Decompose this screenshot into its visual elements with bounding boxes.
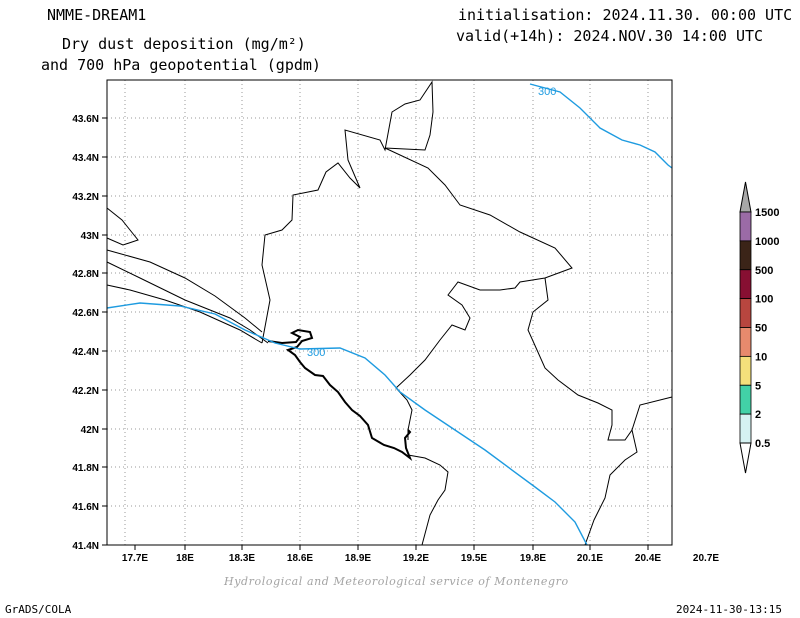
lat-tick-label: 42.2N <box>72 386 99 397</box>
lon-tick-label: 18.3E <box>229 553 255 564</box>
colorbar-swatch <box>739 355 752 386</box>
colorbar-swatch <box>739 240 752 271</box>
colorbar-max-arrow <box>739 181 752 213</box>
lon-tick-label: 20.4E <box>635 553 661 564</box>
border-north-bosnia <box>106 207 139 246</box>
lat-tick-label: 43.2N <box>72 192 99 203</box>
colorbar-label: 10 <box>755 351 767 363</box>
lon-tick-label: 17.7E <box>122 553 148 564</box>
colorbar-label: 5 <box>755 380 761 392</box>
model-title: NMME-DREAM1 <box>47 6 147 24</box>
border-kosovo <box>527 277 673 441</box>
lat-tick-label: 43N <box>81 231 99 242</box>
border-lake-shkodra <box>407 454 449 546</box>
colorbar-swatch <box>739 269 752 300</box>
contour-label-304: 300 <box>538 86 556 98</box>
lat-tick-label: 42.8N <box>72 269 99 280</box>
lon-tick-label: 19.2E <box>403 553 429 564</box>
border-herzegovina <box>261 80 434 344</box>
latitude-ticks: 43.6N 43.4N 43.2N 43N 42.8N 42.6N 42.4N 42.2N 42… <box>72 114 107 552</box>
colorbar-swatch <box>739 327 752 357</box>
contour-label-300: 300 <box>307 347 325 359</box>
geopotential-contours <box>106 83 673 546</box>
lat-tick-label: 43.6N <box>72 114 99 125</box>
field-title-line2: and 700 hPa geopotential (gpdm) <box>41 56 321 74</box>
border-serbia <box>384 147 573 440</box>
lon-tick-label: 19.8E <box>520 553 546 564</box>
coastline-and-borders <box>106 80 673 546</box>
lon-tick-label: 18.9E <box>345 553 371 564</box>
contour-304 <box>529 83 673 169</box>
initialisation-time: initialisation: 2024.11.30. 00:00 UTC <box>458 6 793 24</box>
lon-tick-label: 20.7E <box>693 553 719 564</box>
colorbar-swatch <box>739 298 752 328</box>
colorbar-label: 1000 <box>755 236 779 248</box>
lon-tick-label: 19.5E <box>461 553 487 564</box>
service-credit: Hydrological and Meteorological service … <box>224 575 569 588</box>
colorbar-label: 500 <box>755 265 773 277</box>
coast-island-line <box>106 249 263 333</box>
lat-tick-label: 42.6N <box>72 308 99 319</box>
colorbar-swatch <box>739 384 752 415</box>
colorbar-label: 50 <box>755 323 767 335</box>
longitude-ticks: 17.7E 18E 18.3E 18.6E 18.9E 19.2E 19.5E 19.8E 20… <box>122 545 719 564</box>
colorbar-label: 2 <box>755 409 761 421</box>
lon-tick-label: 20.1E <box>577 553 603 564</box>
lat-tick-label: 42N <box>81 425 99 436</box>
colorbar: 1500 1000 500 100 50 10 5 2 0.5 <box>739 181 779 474</box>
render-timestamp: 2024-11-30-13:15 <box>676 603 782 616</box>
lat-tick-label: 42.4N <box>72 347 99 358</box>
colorbar-min-arrow <box>739 442 752 474</box>
border-albania-south <box>584 429 638 546</box>
colorbar-label: 1500 <box>755 207 779 219</box>
valid-time: valid(+14h): 2024.NOV.30 14:00 UTC <box>456 27 764 45</box>
lon-tick-label: 18E <box>176 553 194 564</box>
colorbar-swatch <box>739 211 752 242</box>
lat-tick-label: 41.8N <box>72 463 99 474</box>
contour-300 <box>106 302 588 546</box>
lon-tick-label: 18.6E <box>287 553 313 564</box>
software-label: GrADS/COLA <box>5 603 72 616</box>
colorbar-label: 100 <box>755 294 773 306</box>
colorbar-swatch <box>739 413 752 444</box>
colorbar-label: 0.5 <box>755 438 770 450</box>
coast-croatia-inner <box>106 261 269 344</box>
montenegro-coastline <box>267 328 413 461</box>
lat-tick-label: 41.6N <box>72 502 99 513</box>
lat-tick-label: 43.4N <box>72 153 99 164</box>
field-title-line1: Dry dust deposition (mg/m²) <box>62 35 306 53</box>
lat-tick-label: 41.4N <box>72 541 99 552</box>
